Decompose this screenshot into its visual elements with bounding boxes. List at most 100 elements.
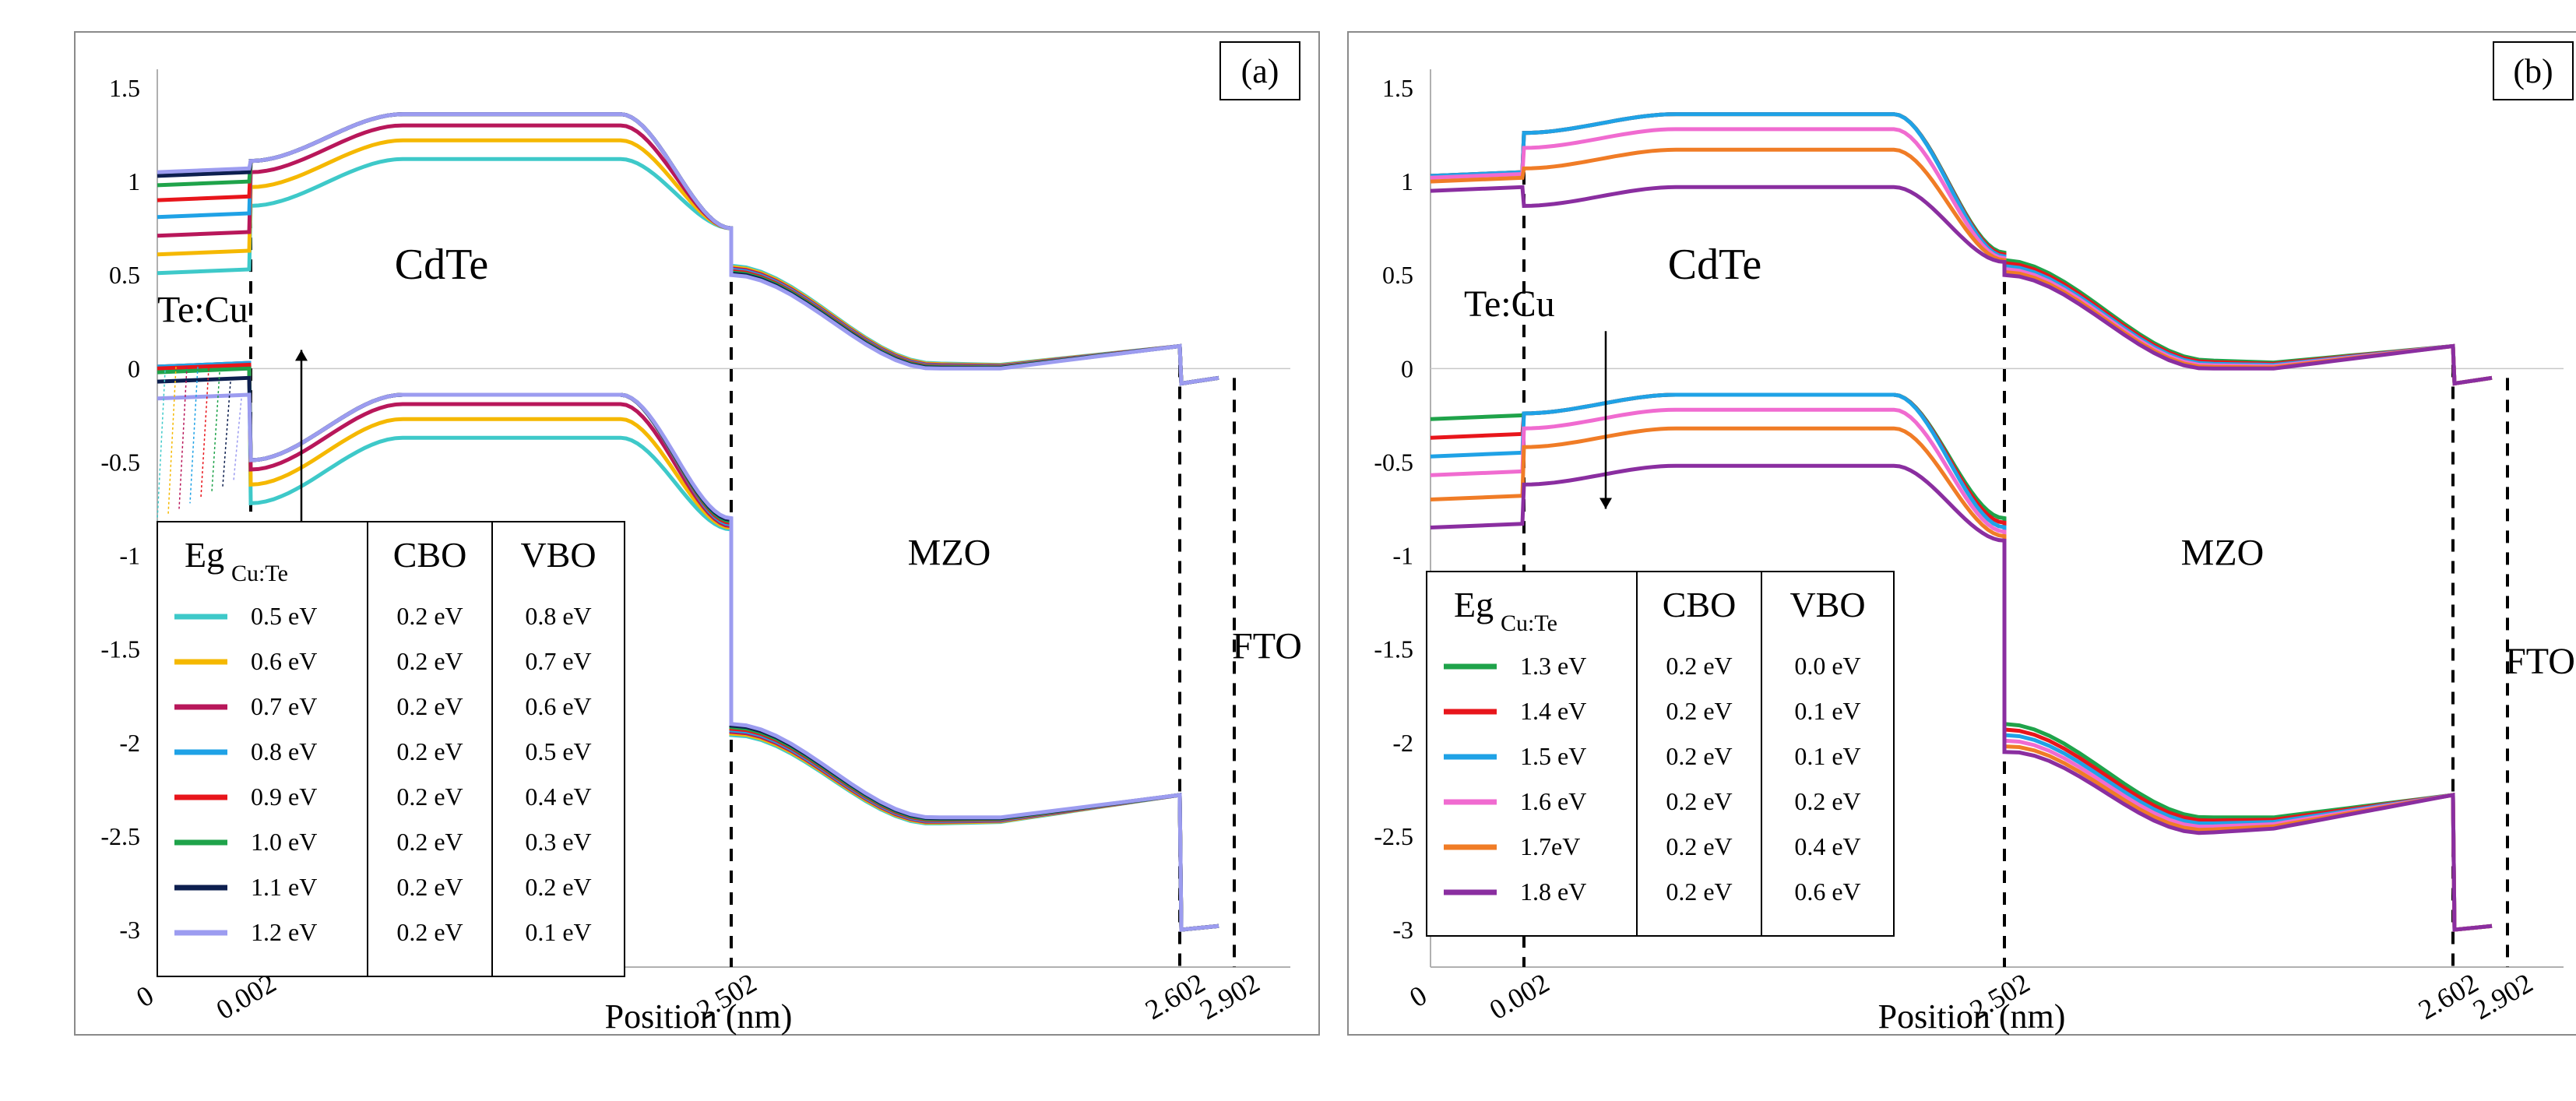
legend-header-cbo: CBO <box>1663 585 1737 624</box>
legend-vbo-value: 0.1 eV <box>1794 697 1860 725</box>
region-label: MZO <box>2181 533 2265 574</box>
legend-vbo-value: 0.7 eV <box>525 647 591 675</box>
legend-label: 1.6 eV <box>1520 787 1586 815</box>
panel-b: 1.510.50-0.5-1-1.5-2-2.5-3Energy (eV)00.… <box>1347 31 2576 1036</box>
legend-cbo-value: 0.2 eV <box>1666 832 1732 860</box>
legend-label: 0.7 eV <box>251 692 317 720</box>
legend-vbo-value: 0.6 eV <box>1794 878 1860 906</box>
legend-vbo-value: 0.6 eV <box>525 692 591 720</box>
conduction-band-line <box>157 138 1219 386</box>
conduction-band-line <box>157 112 1219 386</box>
y-tick-label: -1 <box>1392 542 1413 570</box>
conduction-band-line <box>1430 112 2493 386</box>
y-tick-label: -2.5 <box>1374 822 1413 850</box>
y-tick-label: 1 <box>1401 167 1413 195</box>
legend-vbo-value: 0.2 eV <box>1794 787 1860 815</box>
x-tick-label: 0.002 <box>1484 967 1554 1025</box>
legend-vbo-value: 0.1 eV <box>525 918 591 946</box>
legend-vbo-value: 0.1 eV <box>1794 742 1860 770</box>
legend-cbo-value: 0.2 eV <box>396 783 463 811</box>
x-tick-label: 2.902 <box>2468 967 2538 1025</box>
legend-cbo-value: 0.2 eV <box>396 602 463 630</box>
conduction-band-line <box>1430 112 2493 386</box>
panel-label: (a) <box>1241 52 1279 90</box>
region-label: FTO <box>2505 641 2575 682</box>
legend-cbo-value: 0.2 eV <box>1666 878 1732 906</box>
legend-table <box>157 521 625 977</box>
legend-header-vbo: VBO <box>1789 585 1865 624</box>
offset-arrow <box>222 382 231 487</box>
legend-cbo-value: 0.2 eV <box>396 737 463 765</box>
y-tick-label: 0 <box>128 354 140 382</box>
legend-vbo-value: 0.0 eV <box>1794 652 1860 680</box>
legend-header-eg: Eg <box>1454 585 1494 624</box>
conduction-band-line <box>1430 185 2493 386</box>
y-tick-label: -1.5 <box>100 635 140 663</box>
legend-label: 1.5 eV <box>1520 742 1586 770</box>
x-axis-title: Position (nm) <box>605 997 793 1036</box>
legend-label: 1.3 eV <box>1520 652 1586 680</box>
conduction-band-line <box>1430 127 2493 386</box>
x-tick-label: 0 <box>1404 980 1432 1014</box>
offset-arrow <box>157 370 166 520</box>
offset-arrow <box>189 366 199 504</box>
panel-label: (b) <box>2513 52 2553 90</box>
y-tick-label: -3 <box>1392 916 1413 944</box>
legend-label: 0.5 eV <box>251 602 317 630</box>
region-label: CdTe <box>395 241 489 289</box>
legend-vbo-value: 0.3 eV <box>525 828 591 856</box>
legend-header-vbo: VBO <box>520 535 596 575</box>
y-tick-label: 0.5 <box>1382 261 1413 289</box>
legend-header-subscript: Cu:Te <box>231 561 288 586</box>
legend-table <box>1426 571 1895 937</box>
legend-cbo-value: 0.2 eV <box>396 873 463 901</box>
offset-arrow <box>178 366 188 509</box>
legend-label: 1.1 eV <box>251 873 317 901</box>
region-label: CdTe <box>1668 241 1762 289</box>
offset-arrow <box>211 372 220 492</box>
legend-vbo-value: 0.2 eV <box>525 873 591 901</box>
y-tick-label: -2 <box>1392 729 1413 757</box>
legend-label: 0.9 eV <box>251 783 317 811</box>
y-tick-label: -2 <box>119 729 140 757</box>
conduction-band-line <box>1430 112 2493 386</box>
offset-arrow <box>233 398 242 481</box>
legend-label: 0.6 eV <box>251 647 317 675</box>
y-tick-label: -0.5 <box>1374 448 1413 476</box>
panel-a: 1.510.50-0.5-1-1.5-2-2.5-3Energy (eV)00.… <box>74 31 1320 1036</box>
region-label: Te:Cu <box>157 289 248 330</box>
y-tick-label: -0.5 <box>100 448 140 476</box>
y-tick-label: -1 <box>119 542 140 570</box>
region-label: Te:Cu <box>1464 283 1555 325</box>
y-tick-label: 0.5 <box>109 261 140 289</box>
y-tick-label: 1.5 <box>109 74 140 102</box>
legend-cbo-value: 0.2 eV <box>1666 652 1732 680</box>
region-label: MZO <box>908 533 991 574</box>
legend-header-eg: Eg <box>185 535 224 575</box>
x-tick-label: 0 <box>131 980 159 1014</box>
band-diagram-b: 1.510.50-0.5-1-1.5-2-2.5-3Energy (eV)00.… <box>1374 41 2575 1036</box>
band-diagram-a: 1.510.50-0.5-1-1.5-2-2.5-3Energy (eV)00.… <box>100 41 1302 1036</box>
y-tick-label: -3 <box>119 916 140 944</box>
legend-cbo-value: 0.2 eV <box>396 647 463 675</box>
panel-label-box <box>1219 41 1300 100</box>
y-tick-label: 1.5 <box>1382 74 1413 102</box>
legend-header-subscript: Cu:Te <box>1501 610 1557 636</box>
legend-cbo-value: 0.2 eV <box>396 918 463 946</box>
y-tick-label: 1 <box>128 167 140 195</box>
conduction-band-line <box>157 123 1219 386</box>
legend-vbo-value: 0.5 eV <box>525 737 591 765</box>
panel-label-box <box>2493 41 2574 100</box>
legend-cbo-value: 0.2 eV <box>396 692 463 720</box>
x-axis-title: Position (nm) <box>1878 997 2066 1036</box>
legend-label: 1.7eV <box>1520 832 1580 860</box>
legend-label: 0.8 eV <box>251 737 317 765</box>
y-tick-label: -1.5 <box>1374 635 1413 663</box>
legend-cbo-value: 0.2 eV <box>1666 697 1732 725</box>
legend-label: 1.2 eV <box>251 918 317 946</box>
legend-cbo-value: 0.2 eV <box>1666 787 1732 815</box>
legend-label: 1.4 eV <box>1520 697 1586 725</box>
legend-vbo-value: 0.4 eV <box>1794 832 1860 860</box>
offset-arrow <box>200 368 209 498</box>
legend-vbo-value: 0.8 eV <box>525 602 591 630</box>
